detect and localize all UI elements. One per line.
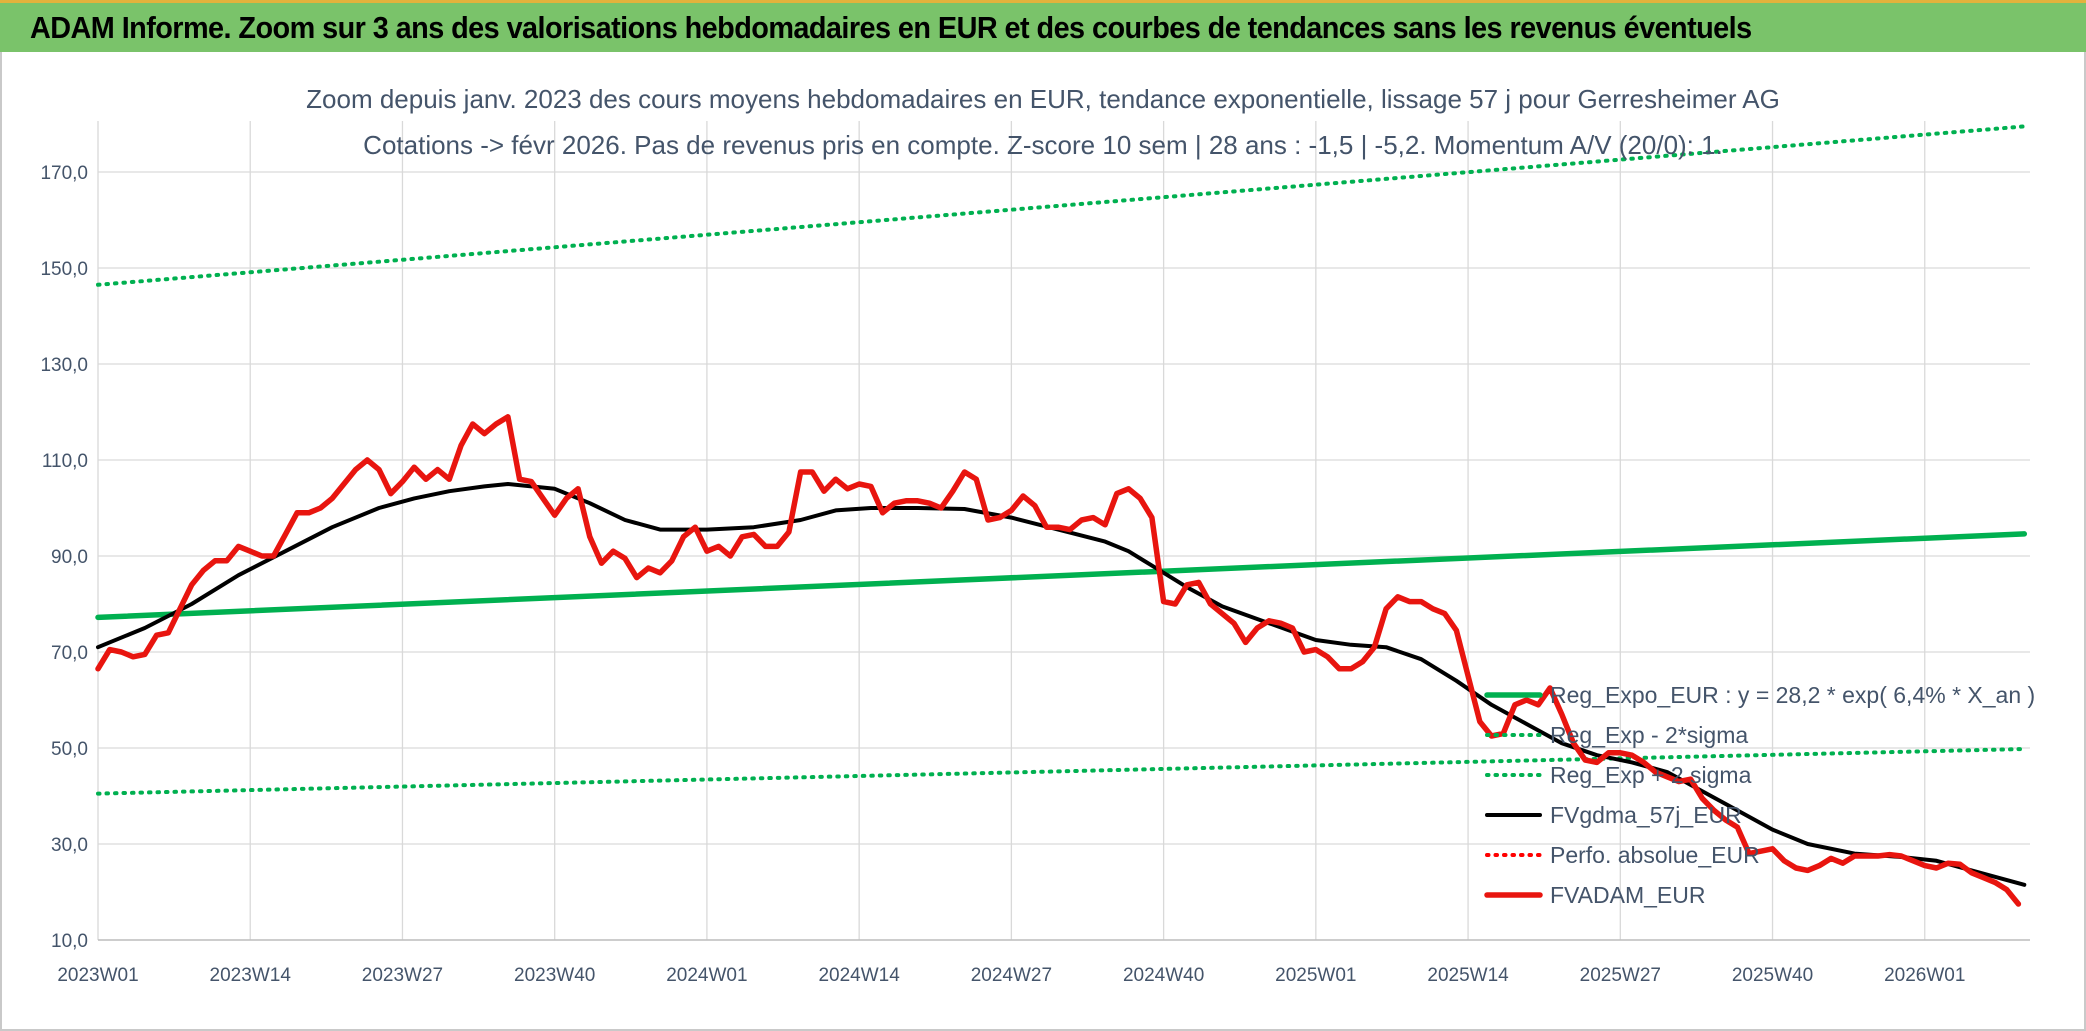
x-tick-label: 2024W14 (818, 965, 900, 986)
legend-label: Reg_Expo_EUR : y = 28,2 * exp( 6,4% * X_… (1550, 682, 2035, 708)
chart-subtitle: Cotations -> févr 2026. Pas de revenus p… (363, 130, 1723, 160)
x-tick-label: 2025W01 (1275, 965, 1356, 986)
x-tick-label: 2025W14 (1427, 965, 1509, 986)
x-tick-label: 2023W14 (210, 965, 292, 986)
x-tick-label: 2026W01 (1884, 965, 1965, 986)
series-fvadam-eur (95, 414, 2022, 907)
axes: 10,0 30,0 50,0 70,0 90,0 110,0 130,0 150,0 170,0… (40, 163, 2030, 986)
y-tick-label: 30,0 (51, 835, 88, 856)
chart-title: Zoom depuis janv. 2023 des cours moyens … (306, 84, 1780, 114)
legend-label: Perfo. absolue_EUR (1550, 842, 1760, 868)
report-title: ADAM Informe. Zoom sur 3 ans des valoris… (30, 10, 1752, 45)
report-banner: ADAM Informe. Zoom sur 3 ans des valoris… (0, 0, 2086, 52)
legend: Reg_Expo_EUR : y = 28,2 * exp( 6,4% * X_… (1484, 682, 2035, 908)
legend-label: FVADAM_EUR (1550, 882, 1706, 908)
y-tick-label: 90,0 (51, 547, 88, 568)
x-tick-label: 2024W01 (666, 965, 747, 986)
y-tick-label: 150,0 (40, 259, 88, 280)
x-tick-label: 2023W40 (514, 965, 595, 986)
series-reg-expo-eur-y-28-2-exp-6-4-x-an (95, 531, 2028, 621)
y-tick-label: 130,0 (40, 355, 88, 376)
chart-frame (0, 52, 2086, 1031)
y-tick-label: 50,0 (51, 739, 88, 760)
legend-label: Reg_Exp - 2*sigma (1550, 722, 1748, 748)
x-tick-label: 2024W27 (971, 965, 1052, 986)
y-tick-label: 110,0 (42, 451, 88, 472)
x-tick-label: 2024W40 (1123, 965, 1204, 986)
x-tick-label: 2023W27 (362, 965, 443, 986)
y-tick-label: 10,0 (51, 931, 88, 952)
series-reg-exp-2-sigma (96, 747, 2027, 796)
x-tick-label: 2025W40 (1732, 965, 1813, 986)
series-reg-exp-2-sigma (96, 124, 2027, 287)
y-tick-label: 70,0 (51, 643, 88, 664)
x-tick-label: 2025W27 (1580, 965, 1661, 986)
gridlines (97, 121, 2030, 941)
y-tick-label: 170,0 (40, 163, 88, 184)
legend-label: Reg_Exp + 2 sigma (1550, 762, 1752, 788)
series-lines (95, 124, 2028, 907)
x-tick-label: 2023W01 (57, 965, 138, 986)
legend-label: FVgdma_57j_EUR (1550, 802, 1742, 828)
